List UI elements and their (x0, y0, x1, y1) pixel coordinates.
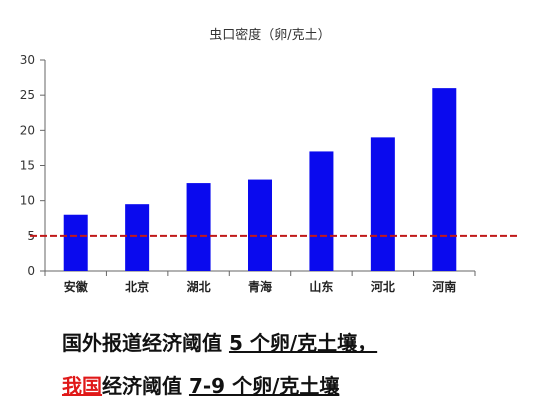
caption-foreign-prefix: 国外报道经济阈值 (62, 331, 229, 355)
y-tick-label: 10 (20, 194, 35, 208)
y-tick-label: 30 (20, 53, 35, 67)
bar (248, 179, 272, 271)
x-tick-label: 青海 (248, 279, 272, 294)
y-tick-label: 0 (27, 264, 35, 278)
x-tick-label: 北京 (125, 279, 149, 294)
caption-domestic-threshold: 我国经济阈值 7-9 个卵/克土壤 (62, 374, 339, 398)
bar (432, 88, 457, 271)
caption-domestic-middle: 经济阈值 (102, 374, 189, 398)
caption-domestic-highlight: 我国 (62, 374, 102, 398)
x-tick-label: 山东 (309, 279, 333, 294)
y-tick-label: 20 (20, 123, 35, 137)
x-tick-label: 湖北 (187, 279, 211, 294)
bar (309, 151, 334, 271)
bar (63, 214, 88, 271)
caption-domestic-value: 7-9 个卵/克土壤 (188, 374, 340, 398)
y-tick-label: 25 (20, 88, 35, 102)
bar (370, 137, 395, 271)
y-tick-label: 15 (20, 159, 35, 173)
x-tick-label: 河北 (370, 279, 395, 294)
caption-foreign-threshold: 国外报道经济阈值 5 个卵/克土壤， (62, 331, 377, 355)
chart-title: 虫口密度（卵/克土） (209, 27, 330, 43)
x-tick-label: 安徽 (64, 279, 89, 294)
bar (125, 204, 150, 271)
bar (186, 183, 211, 271)
caption-foreign-value: 5 个卵/克土壤， (228, 331, 378, 355)
x-tick-label: 河南 (431, 279, 456, 294)
